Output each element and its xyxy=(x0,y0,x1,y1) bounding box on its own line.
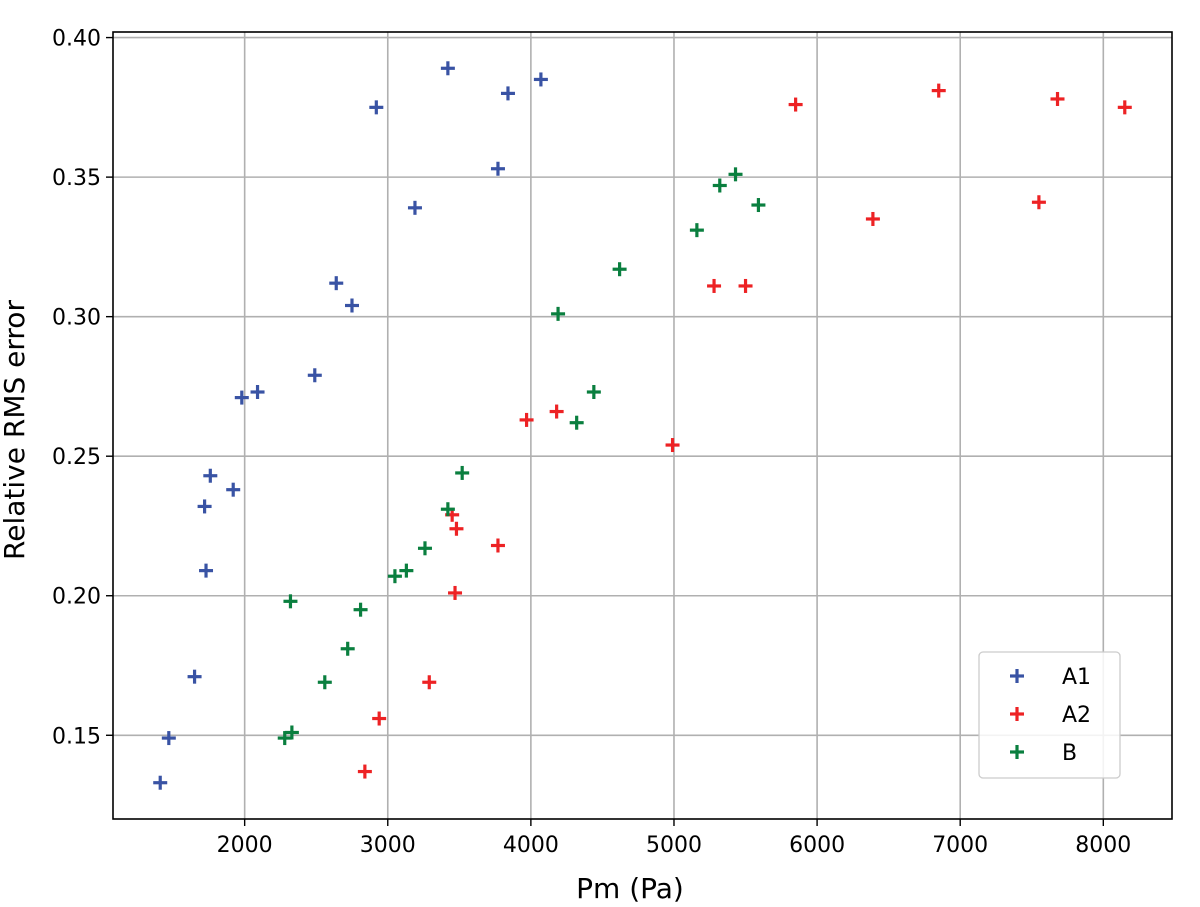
data-point-a1 xyxy=(440,61,455,76)
data-point-a2 xyxy=(490,538,505,553)
data-point-a1 xyxy=(226,482,241,497)
data-point-b xyxy=(440,502,455,517)
series-a1 xyxy=(153,61,548,790)
data-point-b xyxy=(689,223,704,238)
data-point-a1 xyxy=(161,731,176,746)
data-point-a1 xyxy=(203,468,218,483)
data-point-b xyxy=(277,731,292,746)
data-point-a2 xyxy=(1050,91,1065,106)
data-point-a1 xyxy=(369,100,384,115)
data-point-b xyxy=(569,415,584,430)
legend-label: A2 xyxy=(1062,703,1091,728)
data-point-a2 xyxy=(1031,195,1046,210)
y-tick-label: 0.25 xyxy=(52,445,101,470)
x-tick-label: 4000 xyxy=(503,833,559,858)
data-point-a1 xyxy=(153,775,168,790)
legend-box xyxy=(978,651,1121,779)
data-point-b xyxy=(455,465,470,480)
x-tick-label: 8000 xyxy=(1075,833,1131,858)
data-point-a2 xyxy=(865,211,880,226)
data-point-b xyxy=(586,385,601,400)
data-point-a2 xyxy=(1117,100,1132,115)
x-axis-label: Pm (Pa) xyxy=(576,872,684,905)
data-point-b xyxy=(399,563,414,578)
data-point-a2 xyxy=(448,585,463,600)
x-tick-label: 5000 xyxy=(646,833,702,858)
data-point-a1 xyxy=(307,368,322,383)
data-point-a1 xyxy=(329,276,344,291)
data-point-a2 xyxy=(788,97,803,112)
x-tick-label: 6000 xyxy=(789,833,845,858)
legend-label: B xyxy=(1062,741,1077,766)
y-axis-label: Relative RMS error xyxy=(0,300,31,560)
data-point-a2 xyxy=(549,404,564,419)
data-point-a2 xyxy=(665,438,680,453)
data-point-b xyxy=(612,262,627,277)
data-point-b xyxy=(353,602,368,617)
y-tick-label: 0.20 xyxy=(52,585,101,610)
data-point-b xyxy=(712,178,727,193)
legend: A1 A2 B xyxy=(978,651,1121,779)
data-point-a2 xyxy=(357,764,372,779)
data-point-b xyxy=(340,641,355,656)
legend-marker xyxy=(1010,707,1024,721)
y-tick-label: 0.40 xyxy=(52,27,101,52)
legend-entry-b: B xyxy=(1010,741,1077,766)
data-point-b xyxy=(751,198,766,213)
data-point-a2 xyxy=(519,412,534,427)
legend-marker xyxy=(1010,669,1024,683)
data-point-a2 xyxy=(422,675,437,690)
data-point-a1 xyxy=(533,72,548,87)
legend-label: A1 xyxy=(1062,665,1091,690)
data-point-a2 xyxy=(449,521,464,536)
data-point-b xyxy=(728,167,743,182)
y-tick-label: 0.15 xyxy=(52,724,101,749)
data-point-a1 xyxy=(407,200,422,215)
legend-entry-a1: A1 xyxy=(1010,665,1091,690)
data-point-a2 xyxy=(707,278,722,293)
data-point-b xyxy=(387,569,402,584)
plot-frame xyxy=(112,31,1173,820)
x-tick-label: 7000 xyxy=(932,833,988,858)
data-point-a1 xyxy=(234,390,249,405)
data-point-b xyxy=(551,306,566,321)
data-point-a2 xyxy=(931,83,946,98)
data-point-a2 xyxy=(372,711,387,726)
data-point-a1 xyxy=(187,669,202,684)
data-point-a1 xyxy=(490,161,505,176)
data-point-a1 xyxy=(344,298,359,313)
axis-ticks: 2000 3000 4000 5000 6000 7000 8000 0.15 0.20 0.25… xyxy=(52,27,1131,858)
data-point-b xyxy=(284,725,299,740)
series-b xyxy=(277,167,766,746)
x-tick-label: 2000 xyxy=(217,833,273,858)
y-tick-label: 0.30 xyxy=(52,306,101,331)
y-tick-label: 0.35 xyxy=(52,166,101,191)
data-point-a2 xyxy=(738,278,753,293)
data-point-b xyxy=(417,541,432,556)
x-tick-label: 3000 xyxy=(360,833,416,858)
data-point-b xyxy=(283,594,298,609)
data-point-a1 xyxy=(199,563,214,578)
data-point-a1 xyxy=(197,499,212,514)
legend-marker xyxy=(1010,745,1024,759)
series-a2 xyxy=(357,83,1132,779)
data-points xyxy=(153,61,1132,790)
legend-entry-a2: A2 xyxy=(1010,703,1091,728)
data-point-a1 xyxy=(250,385,265,400)
data-point-b xyxy=(317,675,332,690)
data-point-a1 xyxy=(500,86,515,101)
